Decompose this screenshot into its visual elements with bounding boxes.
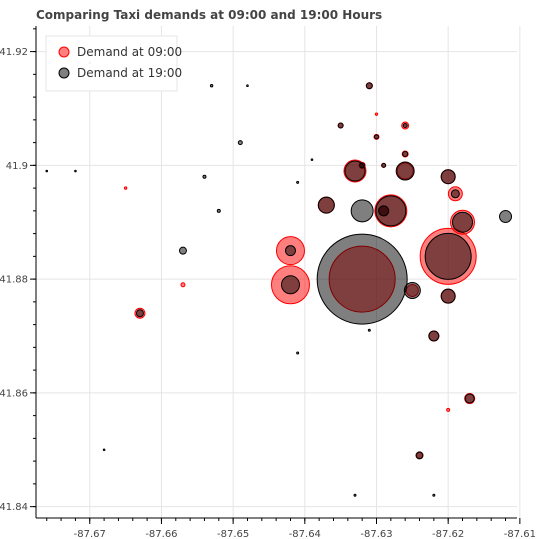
demand-1900-point[interactable] xyxy=(337,122,344,129)
demand-1900-point[interactable] xyxy=(378,205,390,217)
demand-1900-point[interactable] xyxy=(440,288,456,304)
demand-1900-point[interactable] xyxy=(415,451,424,460)
demand-1900-point[interactable] xyxy=(45,169,49,173)
demand-1900-point[interactable] xyxy=(316,233,408,325)
y-tick-label: 41.92 xyxy=(0,47,28,58)
y-tick-label: 41.84 xyxy=(0,502,28,513)
x-tick-label: -87.64 xyxy=(289,529,321,539)
legend-label[interactable]: Demand at 19:00 xyxy=(77,66,182,80)
legend-label[interactable]: Demand at 09:00 xyxy=(77,45,182,59)
axes: -87.67 -87.66 -87.65 -87.64 -87.63 -87.62 -87.… xyxy=(0,26,536,539)
x-tick-label: -87.66 xyxy=(145,529,177,539)
legend[interactable]: Demand at 09:00 Demand at 19:00 xyxy=(45,35,182,92)
demand-1900-point[interactable] xyxy=(424,232,472,280)
demand-1900-point[interactable] xyxy=(353,493,357,497)
demand-1900-point[interactable] xyxy=(359,162,366,169)
y-tick-label: 41.9 xyxy=(6,161,28,172)
demand-1900-point[interactable] xyxy=(373,134,379,140)
demand-1900-point[interactable] xyxy=(209,84,214,88)
demand-1900-point[interactable] xyxy=(432,493,436,497)
demand-1900-point[interactable] xyxy=(450,189,460,199)
demand-1900-point[interactable] xyxy=(395,161,415,181)
x-tick-label: -87.63 xyxy=(360,529,392,539)
demand-1900-point[interactable] xyxy=(246,84,249,88)
demand-1900-point[interactable] xyxy=(280,275,300,295)
demand-1900-point[interactable] xyxy=(365,82,373,90)
legend-marker xyxy=(58,46,70,58)
demand-1900-point[interactable] xyxy=(102,448,106,452)
demand-1900-point[interactable] xyxy=(296,351,300,355)
demand-1900-point[interactable] xyxy=(216,208,221,213)
series-1900-points xyxy=(45,61,513,497)
demand-1900-point[interactable] xyxy=(350,199,374,223)
demand-1900-point[interactable] xyxy=(367,328,371,332)
demand-1900-point[interactable] xyxy=(403,281,421,299)
demand-1900-point[interactable] xyxy=(296,180,300,184)
demand-0900-point[interactable] xyxy=(446,407,451,412)
demand-0900-point[interactable] xyxy=(180,282,186,288)
x-tick-label: -87.62 xyxy=(432,529,464,539)
x-tick-label: -87.67 xyxy=(74,529,106,539)
demand-1900-point[interactable] xyxy=(135,309,144,318)
demand-1900-point[interactable] xyxy=(440,169,456,185)
demand-1900-point[interactable] xyxy=(375,195,407,227)
demand-0900-point[interactable] xyxy=(374,112,379,116)
demand-1900-point[interactable] xyxy=(402,150,409,157)
x-tick-label: -87.65 xyxy=(217,529,249,539)
legend-marker xyxy=(58,67,70,79)
demand-1900-point[interactable] xyxy=(428,330,440,342)
x-tick-label: -87.61 xyxy=(504,529,536,539)
demand-1900-point[interactable] xyxy=(202,174,207,179)
demand-1900-point[interactable] xyxy=(452,211,474,233)
demand-1900-point[interactable] xyxy=(74,169,77,173)
y-tick-label: 41.86 xyxy=(0,388,28,399)
demand-1900-point[interactable] xyxy=(317,196,335,214)
demand-0900-point[interactable] xyxy=(123,186,128,190)
chart-title: Comparing Taxi demands at 09:00 and 19:0… xyxy=(36,8,383,22)
demand-1900-point[interactable] xyxy=(381,162,387,168)
demand-1900-point[interactable] xyxy=(499,210,513,224)
demand-1900-point[interactable] xyxy=(237,140,243,146)
demand-1900-point[interactable] xyxy=(284,245,296,257)
demand-1900-point[interactable] xyxy=(310,158,314,161)
y-tick-label: 41.88 xyxy=(0,275,28,286)
demand-1900-point[interactable] xyxy=(464,393,475,404)
demand-1900-point[interactable] xyxy=(402,123,408,129)
demand-1900-point[interactable] xyxy=(178,246,187,255)
legend-box xyxy=(45,35,178,92)
